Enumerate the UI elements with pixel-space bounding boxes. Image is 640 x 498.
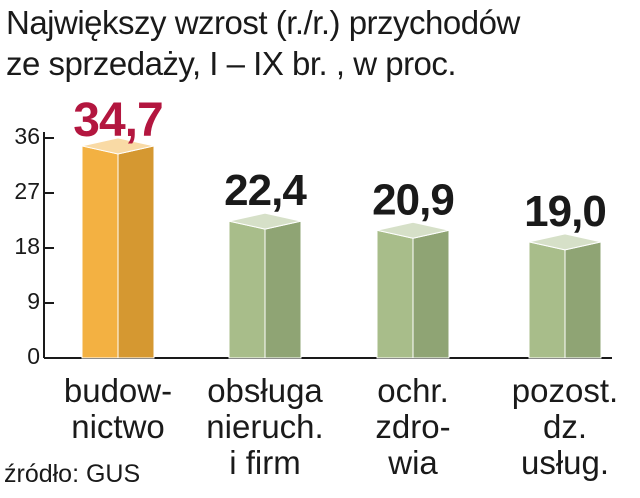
bars xyxy=(81,137,602,359)
bar-face-right xyxy=(117,145,155,359)
category-label-line: dz. xyxy=(543,408,587,445)
category-label: budow-nictwo xyxy=(64,372,172,445)
value-label: 20,9 xyxy=(372,175,454,224)
category-label-line: ochr. xyxy=(377,372,449,409)
y-tick-label: 36 xyxy=(14,123,40,149)
value-label: 22,4 xyxy=(224,166,307,215)
y-tick-label: 18 xyxy=(14,233,40,259)
y-axis: 0 9 18 27 36 xyxy=(14,123,612,369)
category-label: pozost. dz. usług. xyxy=(512,372,618,481)
category-label-line: usług. xyxy=(521,444,609,481)
category-label-line: pozost. xyxy=(512,372,618,409)
bar-face-left xyxy=(376,229,414,359)
bar-face-right xyxy=(412,229,450,359)
category-labels: budow-nictwo obsługa nieruch. i firm ochr. zd… xyxy=(64,372,618,481)
bar-face-right xyxy=(264,220,302,359)
category-label-line: nictwo xyxy=(71,408,165,445)
bar-top xyxy=(228,212,302,230)
bar-top xyxy=(81,137,155,155)
category-label-line: zdro- xyxy=(375,408,450,445)
y-tick-label: 27 xyxy=(14,178,40,204)
y-tick-label: 9 xyxy=(27,288,40,314)
bar-face-left xyxy=(528,241,566,359)
category-label-line: obsługa xyxy=(207,372,323,409)
category-label-line: nieruch. xyxy=(206,408,323,445)
bar-face-left xyxy=(81,145,119,359)
source-note: źródło: GUS xyxy=(4,460,141,488)
category-label-line: wia xyxy=(387,444,438,481)
category-label-line: budow- xyxy=(64,372,172,409)
bar-top xyxy=(528,233,602,251)
value-labels: 34,7 22,4 20,9 19,0 xyxy=(73,94,607,236)
category-label-line: i firm xyxy=(229,444,300,481)
bar xyxy=(528,233,602,359)
bar xyxy=(228,212,302,359)
bar xyxy=(376,221,450,359)
chart-title-line-2: ze sprzedaży, I – IX br. , w proc. xyxy=(6,45,457,82)
chart-title-line-1: Największy wzrost (r./r.) przychodów xyxy=(6,4,520,41)
bar-top xyxy=(376,221,450,239)
bar-face-right xyxy=(564,241,602,359)
y-tick-label: 0 xyxy=(27,343,40,369)
chart-title: Największy wzrost (r./r.) przychodów ze … xyxy=(6,2,636,84)
bar xyxy=(81,137,155,359)
bar-face-left xyxy=(228,220,266,359)
category-label: ochr. zdro-wia xyxy=(375,372,450,481)
category-label: obsługa nieruch. i firm xyxy=(206,372,323,481)
value-label: 34,7 xyxy=(73,94,162,147)
value-label: 19,0 xyxy=(524,187,606,236)
